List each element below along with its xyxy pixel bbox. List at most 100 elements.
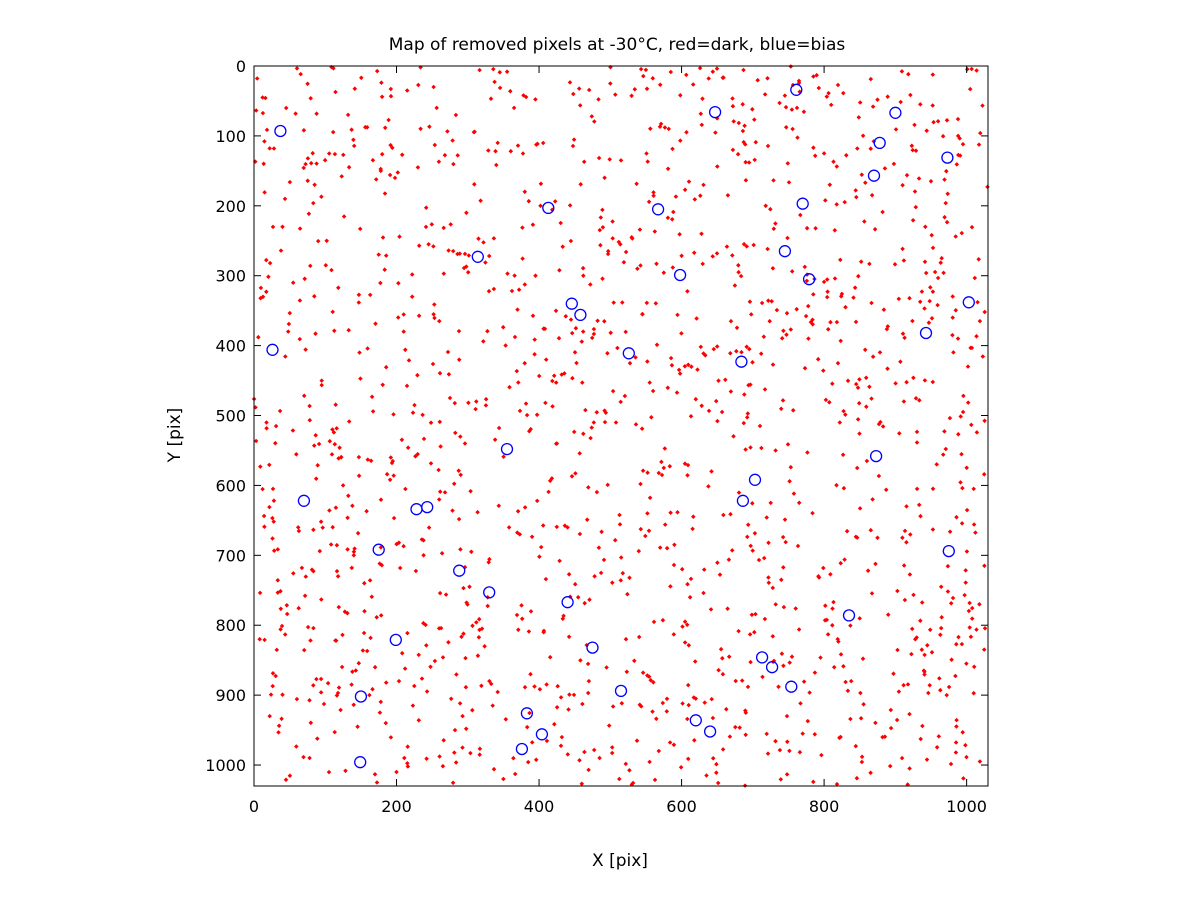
dark-pixel-point <box>318 676 324 682</box>
dark-pixel-point <box>481 339 486 344</box>
dark-pixel-point <box>540 140 546 146</box>
dark-pixel-point <box>670 265 676 270</box>
dark-pixel-point <box>715 164 720 169</box>
dark-pixel-point <box>610 580 615 585</box>
bias-pixel-point <box>673 268 687 282</box>
dark-pixel-point <box>333 402 338 407</box>
dark-pixel-point <box>551 373 557 379</box>
dark-pixel-point <box>804 278 810 284</box>
dark-pixel-point <box>475 653 481 658</box>
dark-pixel-point <box>528 671 533 677</box>
dark-pixel-point <box>697 65 703 71</box>
dark-pixel-point <box>638 704 644 709</box>
dark-pixel-point <box>694 316 699 321</box>
dark-pixel-point <box>423 205 429 210</box>
dark-pixel-point <box>534 498 540 504</box>
dark-pixel-point <box>928 285 933 290</box>
dark-pixel-point <box>891 671 896 676</box>
dark-pixel-point <box>882 734 888 739</box>
y-tick-label: 500 <box>215 407 246 426</box>
dark-pixel-point <box>739 678 745 683</box>
dark-pixel-point <box>929 650 935 655</box>
dark-pixel-point <box>971 522 977 527</box>
bias-pixel-point <box>410 503 423 516</box>
dark-pixel-point <box>432 315 437 321</box>
dark-pixel-point <box>270 224 276 230</box>
plot-area <box>251 64 990 788</box>
dark-pixel-point <box>859 759 865 765</box>
dark-pixel-point <box>738 273 744 279</box>
dark-pixel-point <box>728 389 734 394</box>
dark-pixel-point <box>423 622 428 628</box>
dark-pixel-point <box>777 100 782 106</box>
dark-pixel-point <box>704 773 709 778</box>
dark-pixel-point <box>339 454 344 460</box>
dark-pixel-point <box>276 730 281 735</box>
dark-pixel-point <box>727 734 733 739</box>
dark-pixel-point <box>971 486 976 492</box>
dark-pixel-point <box>423 224 429 230</box>
dark-pixel-point <box>308 160 314 166</box>
dark-pixel-point <box>759 445 764 451</box>
dark-pixel-point <box>356 473 362 479</box>
dark-pixel-point <box>441 225 446 231</box>
dark-pixel-point <box>724 244 730 249</box>
dark-pixel-point <box>922 672 927 677</box>
dark-pixel-point <box>321 701 327 707</box>
dark-pixel-point <box>678 138 683 143</box>
dark-pixel-point <box>594 410 600 415</box>
dark-pixel-point <box>964 754 969 760</box>
dark-pixel-point <box>447 395 453 401</box>
dark-pixel-point <box>388 93 394 99</box>
dark-pixel-point <box>646 199 652 205</box>
dark-pixel-point <box>334 426 339 431</box>
dark-pixel-point <box>765 76 770 81</box>
dark-pixel-point <box>293 111 298 116</box>
dark-pixel-point <box>571 137 577 142</box>
dark-pixel-point <box>554 524 560 530</box>
x-tick-label: 1000 <box>946 797 987 816</box>
dark-pixel-point <box>680 624 685 629</box>
dark-pixel-point <box>429 222 435 227</box>
dark-pixel-point <box>917 299 923 305</box>
dark-pixel-point <box>919 289 925 294</box>
dark-pixel-point <box>960 730 965 735</box>
dark-pixel-point <box>405 764 411 769</box>
dark-pixel-point <box>633 355 638 360</box>
y-tick-label: 900 <box>215 686 246 705</box>
dark-pixel-point <box>935 275 941 281</box>
dark-pixel-point <box>911 592 916 598</box>
dark-pixel-point <box>440 763 446 769</box>
dark-pixel-point <box>880 209 885 215</box>
dark-pixel-point <box>565 752 571 757</box>
dark-pixel-point <box>867 261 872 267</box>
dark-pixel-point <box>630 780 636 786</box>
dark-pixel-point <box>562 523 568 528</box>
dark-pixel-point <box>591 331 597 337</box>
dark-pixel-point <box>845 378 851 384</box>
dark-pixel-point <box>396 678 402 684</box>
dark-pixel-point <box>917 398 922 403</box>
dark-pixel-point <box>790 126 795 132</box>
dark-pixel-point <box>516 287 522 292</box>
dark-pixel-point <box>667 464 673 469</box>
dark-pixel-point <box>577 531 583 537</box>
dark-pixel-point <box>766 298 771 303</box>
dark-pixel-point <box>486 560 491 565</box>
dark-pixel-point <box>453 112 459 118</box>
dark-pixel-point <box>685 716 690 722</box>
dark-pixel-point <box>488 96 494 101</box>
dark-pixel-point <box>797 749 803 755</box>
dark-pixel-point <box>919 647 925 652</box>
dark-pixel-point <box>303 161 308 167</box>
dark-pixel-point <box>326 151 332 156</box>
dark-pixel-point <box>284 611 290 617</box>
dark-pixel-point <box>638 66 644 72</box>
dark-pixel-point <box>742 392 747 397</box>
dark-pixel-point <box>645 511 650 516</box>
dark-pixel-point <box>520 151 526 156</box>
dark-pixel-point <box>302 276 307 282</box>
dark-pixel-point <box>821 279 827 285</box>
dark-pixel-point <box>785 235 790 241</box>
